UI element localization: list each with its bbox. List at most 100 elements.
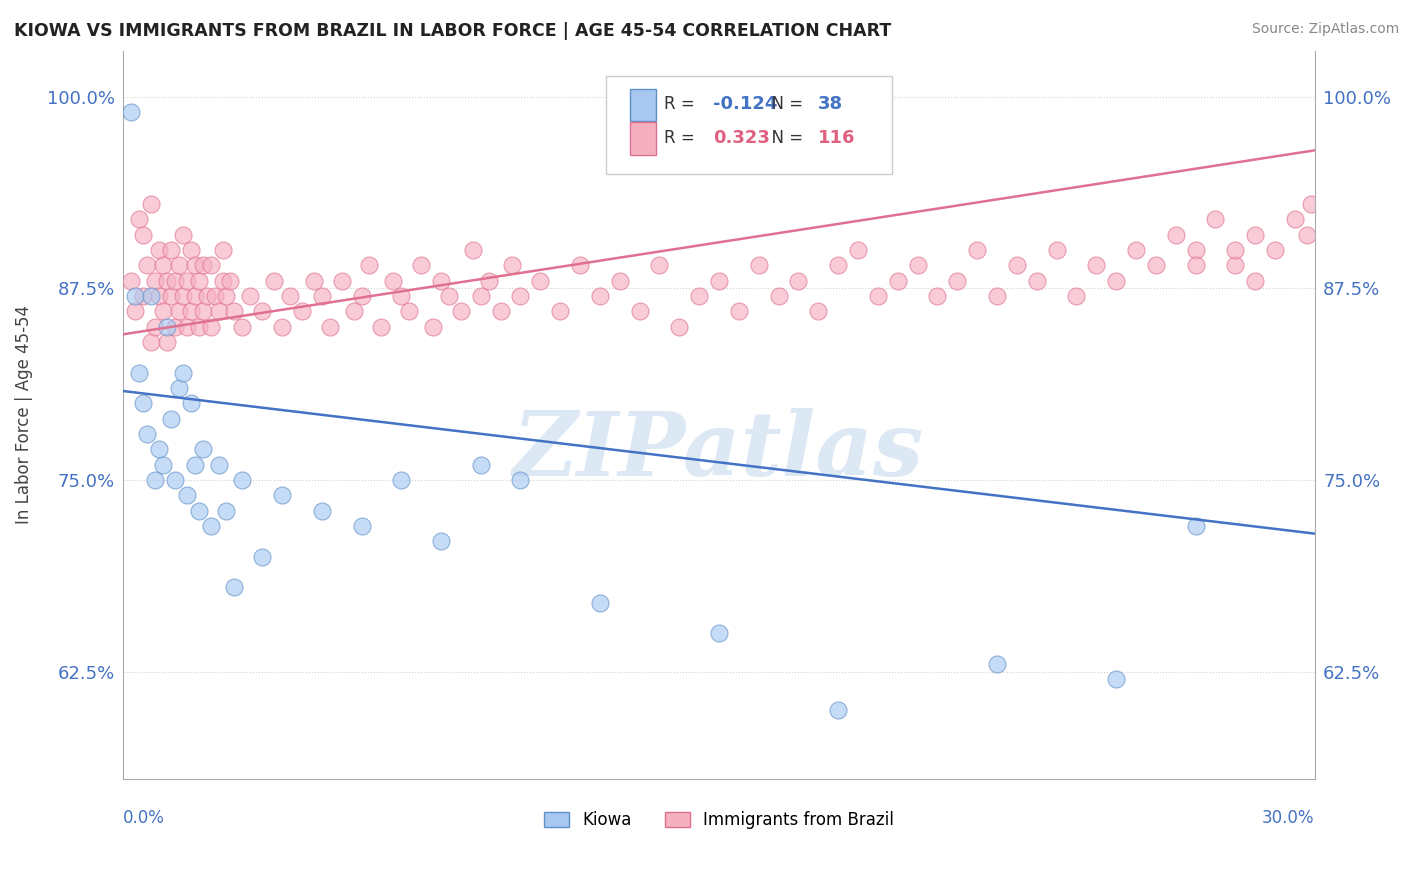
Point (946, 274, 969, 288)
Point (124, 304, 146, 318)
Point (748, 258, 770, 272)
Point (489, 304, 512, 318)
Point (330, 274, 353, 288)
Text: 30.0%: 30.0% (1263, 809, 1315, 828)
Point (648, 258, 671, 272)
Point (176, 488, 198, 502)
Point (224, 304, 246, 318)
Point (143, 473, 166, 487)
Point (160, 411, 183, 425)
Point (180, 396, 202, 410)
Point (430, 534, 453, 549)
Point (589, 596, 612, 610)
Point (176, 319, 198, 334)
Point (668, 319, 690, 334)
Point (187, 503, 209, 517)
Point (167, 304, 190, 318)
Point (215, 503, 238, 517)
Point (278, 289, 301, 303)
Point (319, 319, 342, 334)
Point (160, 289, 183, 303)
Point (359, 258, 381, 272)
Point (136, 427, 159, 442)
Point (224, 580, 246, 594)
Point (470, 289, 492, 303)
Text: Source: ZipAtlas.com: Source: ZipAtlas.com (1251, 22, 1399, 37)
Point (866, 289, 889, 303)
Point (156, 334, 179, 349)
Point (398, 304, 420, 318)
Point (143, 274, 166, 288)
Point (152, 304, 174, 318)
Point (568, 258, 591, 272)
Point (191, 258, 214, 272)
Point (886, 274, 908, 288)
Point (350, 289, 373, 303)
Point (1244, 274, 1267, 288)
Point (180, 304, 202, 318)
Point (148, 442, 170, 457)
Point (156, 319, 179, 334)
Point (271, 488, 294, 502)
Point (176, 274, 198, 288)
Point (1184, 243, 1206, 257)
Point (1184, 258, 1206, 272)
Point (478, 274, 501, 288)
Point (966, 243, 988, 257)
Point (191, 442, 214, 457)
Point (172, 227, 194, 242)
Point (1045, 243, 1067, 257)
Text: R =: R = (664, 95, 700, 113)
Point (128, 212, 150, 227)
Point (509, 289, 531, 303)
Point (1164, 227, 1187, 242)
Text: ZIPatlas: ZIPatlas (513, 408, 924, 494)
Point (167, 381, 190, 395)
Text: N =: N = (761, 95, 808, 113)
Point (191, 304, 214, 318)
Bar (630, 122, 655, 155)
Point (986, 289, 1008, 303)
Legend: Kiowa, Immigrants from Brazil: Kiowa, Immigrants from Brazil (537, 805, 901, 836)
Point (707, 274, 730, 288)
Point (156, 274, 179, 288)
Point (200, 319, 222, 334)
Point (389, 473, 412, 487)
Point (143, 319, 166, 334)
Point (409, 258, 432, 272)
Point (1295, 227, 1317, 242)
Point (609, 274, 631, 288)
Text: N =: N = (761, 129, 808, 147)
Point (139, 334, 162, 349)
Point (167, 258, 190, 272)
Text: 0.323: 0.323 (713, 129, 770, 147)
Point (180, 243, 202, 257)
Point (311, 503, 333, 517)
Point (707, 626, 730, 640)
Point (827, 703, 849, 717)
Point (1299, 197, 1322, 211)
Point (1244, 227, 1267, 242)
Point (589, 289, 612, 303)
Text: R =: R = (664, 129, 700, 147)
Point (807, 304, 830, 318)
Point (827, 258, 849, 272)
Point (768, 289, 790, 303)
Point (1125, 243, 1147, 257)
Point (172, 366, 194, 380)
Point (215, 289, 238, 303)
Point (302, 274, 325, 288)
Point (1225, 258, 1247, 272)
Point (231, 473, 253, 487)
FancyBboxPatch shape (606, 76, 891, 175)
Point (1184, 519, 1206, 533)
Point (152, 258, 174, 272)
Point (450, 304, 472, 318)
Point (787, 274, 810, 288)
Point (183, 458, 205, 472)
Point (163, 473, 186, 487)
Point (136, 258, 159, 272)
Point (200, 519, 222, 533)
Text: 0.0%: 0.0% (124, 809, 165, 828)
Point (148, 289, 170, 303)
